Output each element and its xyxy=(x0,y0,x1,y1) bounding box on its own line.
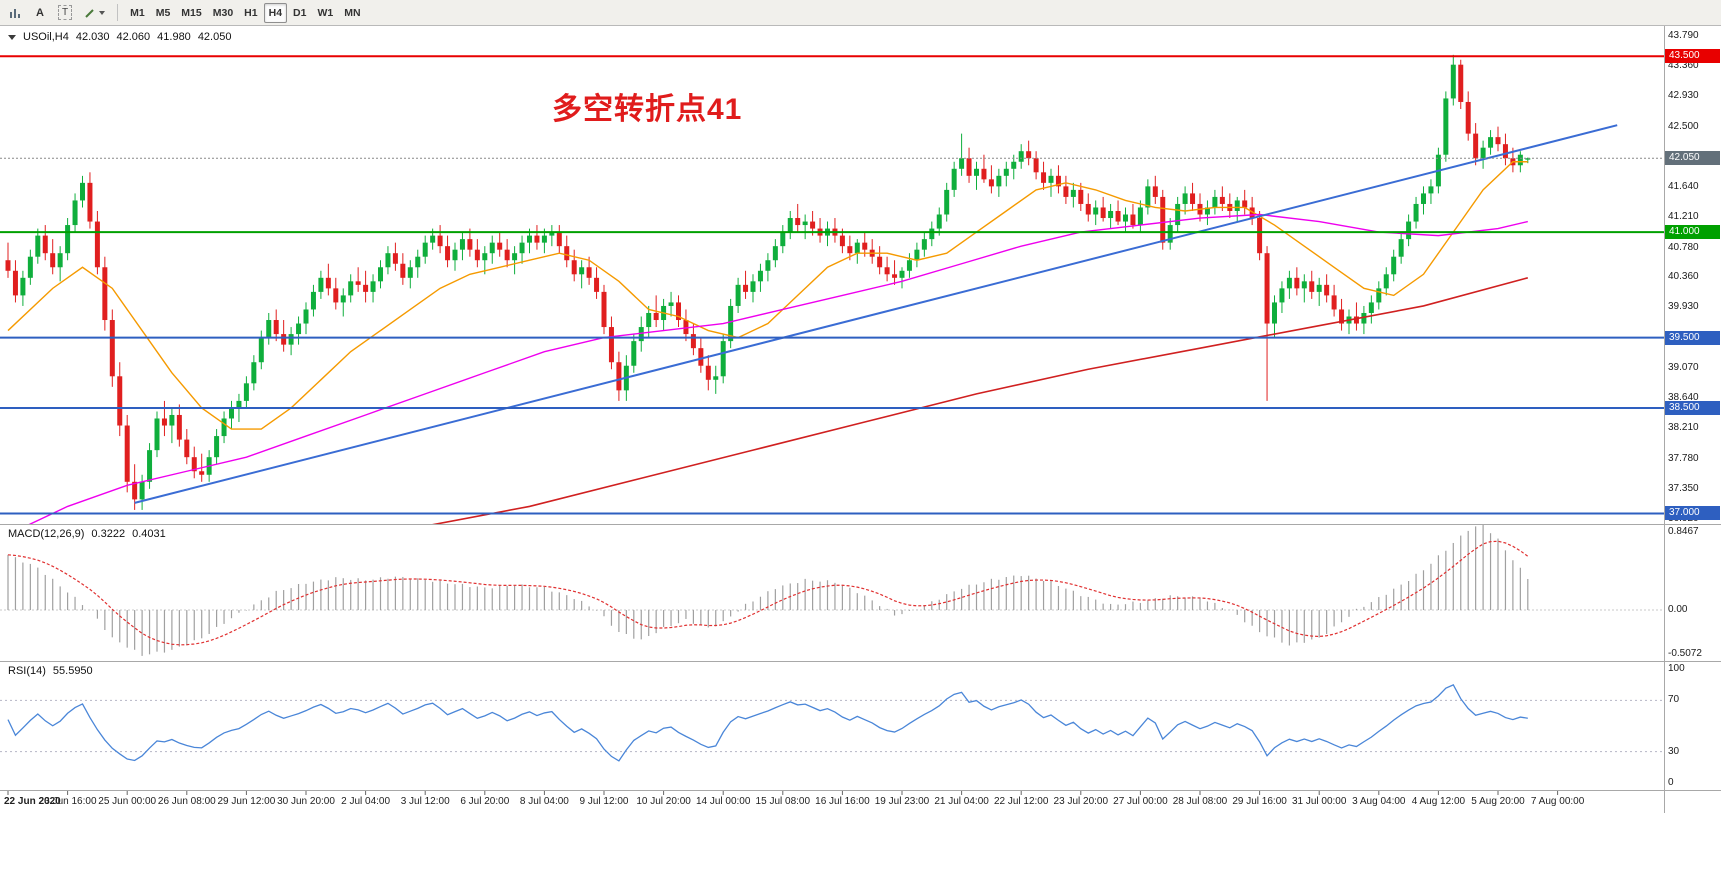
rsi-label: RSI(14) xyxy=(8,665,46,677)
bar-open-value: 42.030 xyxy=(75,31,110,43)
timeframe-button-m30[interactable]: M30 xyxy=(212,6,234,19)
macd-label: MACD(12,26,9) xyxy=(8,528,85,540)
macd-axis-tick: -0.5072 xyxy=(1668,648,1702,659)
rsi-pane-layer[interactable] xyxy=(0,684,1664,762)
price-axis-tick: 39.930 xyxy=(1668,301,1699,313)
ma-slow-red-line[interactable] xyxy=(306,277,1529,545)
timeframe-button-d1[interactable]: D1 xyxy=(293,6,307,19)
annotation-text[interactable]: 多空转折点41 xyxy=(552,93,743,126)
rsi-axis-tick: 100 xyxy=(1668,663,1685,674)
price-axis-tick: 37.780 xyxy=(1668,452,1699,464)
chart-canvas[interactable] xyxy=(0,0,1664,896)
toolbar-separator xyxy=(117,4,119,21)
macd-value: 0.3222 xyxy=(91,528,126,540)
pane-divider[interactable] xyxy=(0,524,1721,525)
candlestick-series xyxy=(5,54,1531,510)
textbox-tool-glyph: T xyxy=(58,5,73,20)
toolbar: A T M1 M5 M15 M30 H1 H4 D1 W1 MN xyxy=(0,0,1721,26)
macd-axis-tick: 0.8467 xyxy=(1668,526,1699,537)
chart-bars-icon xyxy=(10,8,20,18)
ma-fast-orange-line[interactable] xyxy=(7,161,1528,430)
rsi-line xyxy=(7,684,1528,762)
price-axis-tick: 42.500 xyxy=(1668,120,1699,132)
pane-divider xyxy=(0,790,1721,791)
price-axis-tick: 37.350 xyxy=(1668,482,1699,494)
price-axis-tick: 43.790 xyxy=(1668,29,1699,41)
timeframe-button-h4[interactable]: H4 xyxy=(263,2,288,23)
bar-close-value: 42.050 xyxy=(197,31,232,43)
price-axis-tick: 38.210 xyxy=(1668,422,1699,434)
timeframe-button-m1[interactable]: M1 xyxy=(130,6,145,19)
timeframe-button-m5[interactable]: M5 xyxy=(155,6,171,19)
bar-high-value: 42.060 xyxy=(116,31,151,43)
moving-average-lines xyxy=(7,124,1618,545)
price-axis-tick: 40.780 xyxy=(1668,241,1699,253)
price-level-badge-39.500: 39.500 xyxy=(1665,330,1720,345)
price-axis-tick: 38.640 xyxy=(1668,392,1699,404)
price-level-badge-43.500: 43.500 xyxy=(1665,49,1720,64)
rsi-axis-tick: 0 xyxy=(1668,777,1674,788)
timeframe-button-m15[interactable]: M15 xyxy=(181,6,202,19)
price-level-badge-38.500: 38.500 xyxy=(1665,400,1720,415)
time-axis-ticks xyxy=(7,791,1559,795)
timeframe-button-group: M1 M5 M15 M30 H1 H4 D1 W1 MN xyxy=(125,2,365,23)
price-axis-tick: 42.930 xyxy=(1668,90,1699,102)
price-level-badge-37.000: 37.000 xyxy=(1665,506,1720,521)
macd-signal-line xyxy=(7,540,1529,646)
current-price-badge: 42.050 xyxy=(1665,151,1720,166)
macd-indicator-header: MACD(12,26,9) 0.3222 0.4031 xyxy=(8,528,166,540)
pane-divider[interactable] xyxy=(0,661,1721,662)
ma-mid-magenta-line[interactable] xyxy=(8,213,1528,535)
price-axis-tick: 40.360 xyxy=(1668,271,1699,283)
macd-pane-layer[interactable] xyxy=(0,525,1664,656)
price-axis-tick: 43.360 xyxy=(1668,60,1699,72)
horizontal-level-lines xyxy=(0,55,1664,515)
rsi-indicator-header: RSI(14) 55.5950 xyxy=(8,665,93,677)
charts-toolbar-button[interactable] xyxy=(4,3,27,23)
price-level-badge-41.000: 41.000 xyxy=(1665,225,1720,240)
text-label-tool-glyph: A xyxy=(36,6,44,19)
timeframe-button-w1[interactable]: W1 xyxy=(317,6,334,19)
symbol-ohlc-line: USOil,H4 42.030 42.060 41.980 42.050 xyxy=(8,31,231,43)
timeframe-button-h1[interactable]: H1 xyxy=(244,6,258,19)
rsi-axis-tick: 70 xyxy=(1668,694,1680,706)
symbol-name: USOil,H4 xyxy=(23,31,69,43)
price-axis-tick: 41.640 xyxy=(1668,181,1699,193)
chevron-down-icon xyxy=(99,10,106,15)
bar-low-value: 41.980 xyxy=(157,31,191,43)
textbox-tool-button[interactable]: T xyxy=(53,3,77,23)
price-axis-tick: 39.070 xyxy=(1668,361,1699,373)
macd-axis-tick: 0.00 xyxy=(1668,604,1688,616)
trendline-line[interactable] xyxy=(134,124,1618,504)
draw-tools-dropdown-button[interactable] xyxy=(79,3,110,23)
text-label-tool-button[interactable]: A xyxy=(29,3,51,23)
macd-signal-value: 0.4031 xyxy=(132,528,166,540)
pencil-icon xyxy=(85,8,94,18)
price-axis-tick: 41.210 xyxy=(1668,211,1699,223)
rsi-axis-tick: 30 xyxy=(1668,745,1680,757)
price-pane-layer[interactable] xyxy=(0,54,1664,545)
macd-histogram xyxy=(7,525,1529,656)
price-axis-border xyxy=(1664,26,1665,813)
collapse-chart-icon[interactable] xyxy=(8,34,16,40)
rsi-value: 55.5950 xyxy=(52,665,93,677)
timeframe-button-mn[interactable]: MN xyxy=(344,6,361,19)
